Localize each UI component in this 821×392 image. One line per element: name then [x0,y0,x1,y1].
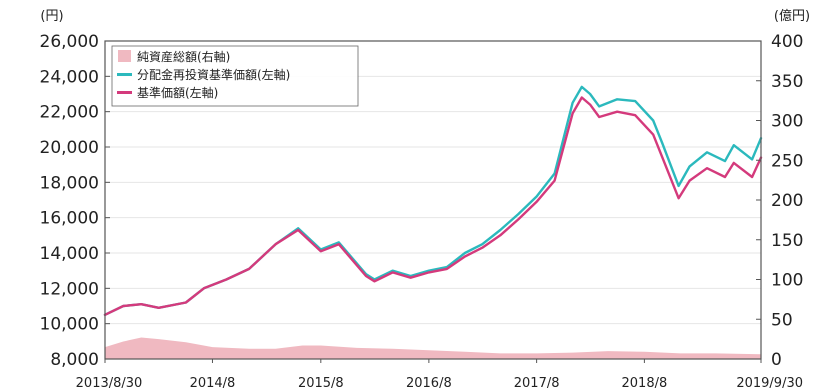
x-tick-label: 2014/8 [190,376,236,391]
x-tick-label: 2019/9/30 [736,376,803,391]
x-tick-label: 2013/8/30 [76,376,143,391]
left-axis-unit: (円) [40,9,63,24]
right-tick-label: 150 [771,231,803,251]
right-axis-unit: (億円) [774,8,810,24]
x-axis-ticks: 2013/8/30 2014/8 2015/8 2016/8 2017/8 2018/8 2… [76,359,803,391]
x-tick-label: 2017/8 [514,376,560,391]
legend-swatch-nav [117,91,132,94]
left-tick-label: 8,000 [50,350,99,370]
left-tick-label: 20,000 [40,138,99,158]
price-lines-layer [103,85,763,316]
legend-swatch-net-assets [118,50,131,62]
legend-box [111,45,359,107]
net-assets-area [105,337,761,359]
left-tick-label: 26,000 [40,32,99,52]
x-tick-label: 2018/8 [622,376,668,391]
legend-swatch-reinvested [117,73,132,76]
nav-line [103,96,763,316]
x-tick-label: 2016/8 [406,376,452,391]
left-tick-label: 18,000 [40,173,99,193]
right-tick-label: 200 [771,191,803,211]
right-tick-label: 350 [771,72,803,92]
left-tick-label: 24,000 [40,67,99,87]
legend-label-net-assets: 純資産総額(右軸) [137,49,230,64]
right-tick-label: 0 [771,350,782,370]
net-assets-area-layer [105,337,761,359]
right-tick-label: 300 [771,112,803,132]
left-tick-label: 14,000 [40,244,99,264]
legend-label-reinvested: 分配金再投資基準価額(左軸) [137,67,290,82]
left-tick-label: 22,000 [40,103,99,123]
legend-label-nav: 基準価額(左軸) [137,85,218,100]
left-tick-label: 10,000 [40,315,99,335]
right-tick-label: 250 [771,151,803,171]
right-tick-label: 400 [771,32,803,52]
left-tick-label: 16,000 [40,209,99,229]
left-axis-ticks: 8,000 10,000 12,000 14,000 16,000 18,000 20,00… [40,32,110,370]
right-axis-ticks: 0 50 100 150 200 250 300 350 400 [756,32,803,370]
x-tick-label: 2015/8 [298,376,344,391]
left-tick-label: 12,000 [40,279,99,299]
right-tick-label: 100 [771,271,803,291]
legend: 純資産総額(右軸) 分配金再投資基準価額(左軸) 基準価額(左軸) [111,45,359,107]
right-tick-label: 50 [771,310,793,330]
